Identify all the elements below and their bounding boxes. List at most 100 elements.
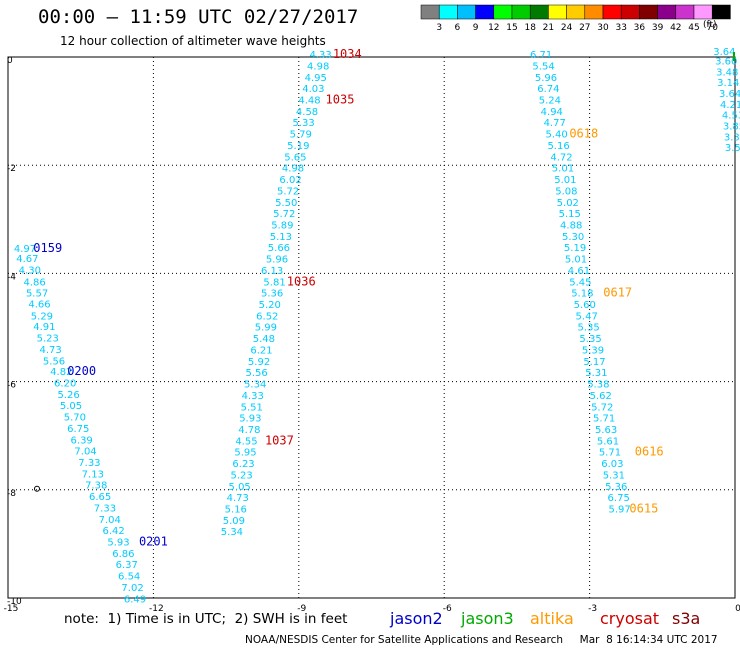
swh-value: 4.33 (242, 391, 264, 402)
swh-value: 5.70 (64, 413, 86, 424)
footnote: note: 1) Time is in UTC; 2) SWH is in fe… (64, 611, 348, 627)
swh-value: 6.03 (601, 459, 623, 470)
swh-value: 5.48 (253, 334, 275, 345)
legend-tick-label: 39 (652, 23, 664, 33)
swh-value: 5.39 (582, 345, 604, 356)
legend-swatch (584, 4, 604, 20)
swh-value: 6.13 (261, 266, 283, 277)
swh-value: 5.79 (290, 130, 312, 141)
legend-jason3: jason3 (461, 609, 514, 628)
legend-tick-label: 30 (597, 23, 609, 33)
swh-value: 5.16 (547, 141, 569, 152)
swh-value: 5.02 (557, 198, 579, 209)
credit-line: NOAA/NESDIS Center for Satellite Applica… (245, 634, 718, 646)
swh-value: 5.38 (587, 380, 609, 391)
swh-value: 5.35 (577, 323, 599, 334)
swh-value: 6.54 (118, 572, 140, 583)
legend-unit: (ft) (703, 20, 717, 30)
swh-value: 5.66 (268, 243, 290, 254)
time-label: 0201 (139, 535, 168, 549)
legend-tick-label: 9 (473, 23, 479, 33)
legend-swatch (602, 4, 622, 20)
swh-value: 5.23 (230, 470, 252, 481)
swh-value: 7.33 (78, 458, 100, 469)
swh-value: 5.96 (535, 73, 557, 84)
swh-value: 6.74 (537, 84, 559, 95)
swh-value: 5.19 (287, 141, 309, 152)
swh-value: 5.62 (590, 391, 612, 402)
swh-value: 5.24 (539, 96, 561, 107)
swh-value: 6.20 (54, 378, 76, 389)
swh-value: 5.05 (229, 482, 251, 493)
swh-value: 3.60 (715, 57, 737, 68)
swh-value: 5.40 (546, 130, 568, 141)
swh-value: 4.77 (544, 118, 566, 129)
swh-value: 6.75 (608, 493, 630, 504)
swh-value: 5.47 (576, 311, 598, 322)
legend-swatch (620, 4, 640, 20)
swh-value: 5.36 (261, 289, 283, 300)
legend-swatch (493, 4, 513, 20)
swh-value: 3.64 (713, 47, 735, 58)
legend-tick-label: 70 (706, 23, 718, 33)
legend-swatch (438, 4, 458, 20)
swh-value: 3.14 (717, 78, 739, 89)
swh-value: 6.02 (279, 175, 301, 186)
swh-value: 7.38 (85, 481, 107, 492)
swh-value: 5.35 (579, 334, 601, 345)
y-tick-label: 0 (7, 56, 13, 66)
swh-value: 5.16 (225, 505, 247, 516)
legend-tick-label: 21 (543, 23, 554, 33)
time-label: 1035 (326, 93, 355, 107)
chart-subtitle: 12 hour collection of altimeter wave hei… (60, 34, 326, 48)
swh-value: 4.82 (50, 367, 72, 378)
legend-tick-label: 27 (579, 23, 590, 33)
time-label: 0159 (33, 241, 62, 255)
swh-value: 4.30 (19, 265, 41, 276)
swh-value: 5.20 (259, 300, 281, 311)
legend-swatch (639, 4, 658, 20)
legend-swatch (566, 4, 586, 20)
swh-value: 4.78 (238, 425, 260, 436)
swh-value: 5.23 (37, 334, 59, 345)
swh-value: 5.71 (599, 448, 621, 459)
swh-value: 4.72 (550, 152, 572, 163)
swh-value: 5.51 (241, 402, 263, 413)
swh-value: 5.31 (603, 470, 625, 481)
legend-s3a: s3a (672, 609, 701, 628)
swh-value: 4.95 (305, 73, 327, 84)
time-label: 0200 (67, 364, 96, 378)
swh-value: 5.29 (31, 311, 53, 322)
swh-value: 5.31 (585, 368, 607, 379)
x-tick-label: -12 (149, 604, 164, 614)
legend-tick-label: 45 (688, 23, 699, 33)
track-marker (34, 485, 40, 492)
swh-value: 5.34 (244, 380, 266, 391)
legend-swatch (675, 4, 695, 20)
swh-value: 7.02 (121, 583, 143, 594)
y-tick-label: -10 (7, 597, 22, 607)
y-tick-label: -6 (7, 381, 16, 391)
swh-value: 4.58 (296, 107, 318, 118)
swh-value: 5.33 (293, 118, 315, 129)
plot-frame (7, 56, 736, 599)
swh-value: 7.04 (74, 447, 96, 458)
swh-value: 5.65 (284, 152, 306, 163)
swh-value: 3.30 (724, 132, 740, 143)
legend-altika: altika (530, 609, 574, 628)
swh-value: 4.61 (568, 266, 590, 277)
swh-value: 5.60 (574, 300, 596, 311)
swh-value: 7.04 (99, 515, 121, 526)
swh-value: 4.48 (298, 96, 320, 107)
legend-tick-label: 18 (524, 23, 536, 33)
swh-value: 4.03 (302, 84, 324, 95)
swh-value: 4.53 (722, 111, 740, 122)
legend-tick-label: 33 (615, 23, 626, 33)
legend-swatch (420, 4, 440, 20)
swh-value: 6.65 (89, 492, 111, 503)
swh-value: 5.15 (559, 209, 581, 220)
swh-value: 5.99 (255, 323, 277, 334)
swh-value: 4.86 (24, 277, 46, 288)
swh-value: 4.88 (560, 220, 582, 231)
swh-value: 5.34 (221, 527, 243, 538)
